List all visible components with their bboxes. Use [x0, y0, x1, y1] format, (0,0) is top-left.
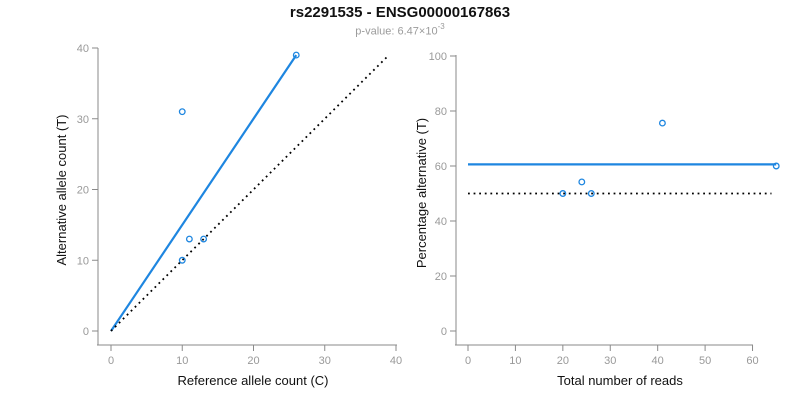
y-tick-label: 30: [77, 114, 89, 126]
x-tick-label: 10: [176, 355, 188, 367]
y-tick-label: 10: [77, 255, 89, 267]
y-tick-label: 80: [435, 106, 447, 118]
x-tick-label: 30: [319, 355, 331, 367]
y-tick-label: 0: [83, 326, 89, 338]
x-axis-label: Reference allele count (C): [177, 373, 328, 388]
data-point: [178, 108, 186, 116]
y-axis-label: Alternative allele count (T): [54, 114, 69, 265]
x-tick-label: 0: [465, 355, 471, 367]
figure-title: rs2291535 - ENSG00000167863: [289, 4, 511, 21]
x-tick-label: 0: [108, 355, 114, 367]
figure-subtitle: p-value: 6.47×10-3: [0, 22, 800, 38]
identity-line: [110, 54, 390, 332]
data-point: [658, 119, 666, 127]
x-tick-label: 10: [509, 355, 521, 367]
fit-line: [110, 54, 298, 332]
percentage-scatter: 0 10 20 30 40 50 60 0 20 40 60 80 100 Total number of…: [414, 51, 780, 388]
x-tick-label: 20: [557, 355, 569, 367]
data-point: [200, 235, 208, 243]
x-tick-label: 20: [247, 355, 259, 367]
data-point: [185, 235, 193, 243]
data-point: [559, 190, 567, 197]
x-axis-label: Total number of reads: [557, 373, 683, 388]
pvalue-text: p-value: 6.47×10: [355, 25, 438, 38]
allele-count-scatter: 0 10 20 30 40 0 10 20 30 40 Reference allele count…: [54, 43, 402, 388]
pvalue-exponent: -3: [437, 22, 445, 31]
y-tick-label: 20: [77, 185, 89, 197]
y-tick-label: 20: [435, 271, 447, 283]
y-axis-label: Percentage alternative (T): [414, 118, 429, 268]
x-tick-label: 40: [390, 355, 402, 367]
y-tick-label: 40: [77, 43, 89, 55]
x-tick-label: 60: [746, 355, 758, 367]
x-tick-label: 30: [604, 355, 616, 367]
x-tick-label: 40: [652, 355, 664, 367]
data-point: [587, 190, 595, 197]
data-point: [292, 51, 300, 59]
x-tick-label: 50: [699, 355, 711, 367]
y-tick-label: 60: [435, 161, 447, 173]
y-tick-label: 40: [435, 216, 447, 228]
data-point: [578, 178, 586, 186]
data-point: [772, 162, 780, 170]
y-tick-label: 100: [429, 51, 447, 63]
data-point: [178, 256, 186, 264]
y-tick-label: 0: [441, 326, 447, 338]
